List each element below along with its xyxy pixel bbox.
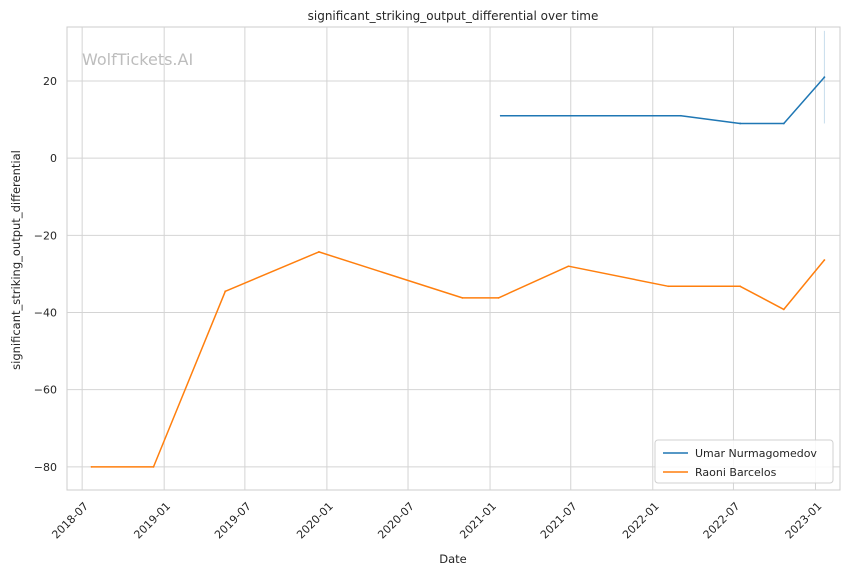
y-tick-label: −80	[34, 461, 57, 474]
legend: Umar Nurmagomedov Raoni Barcelos	[654, 439, 834, 484]
data-point-raoni-barcelos	[667, 285, 670, 288]
y-tick-label: −40	[34, 307, 57, 320]
watermark-text: WolfTickets.AI	[82, 50, 193, 69]
data-point-raoni-barcelos	[152, 465, 155, 468]
data-point-raoni-barcelos	[224, 290, 227, 293]
data-point-raoni-barcelos	[782, 308, 785, 311]
y-tick-labels: 20 0 −20 −40 −60 −80	[34, 75, 57, 474]
x-axis-label: Date	[439, 552, 467, 566]
y-tick-label: 20	[43, 75, 57, 88]
data-point-raoni-barcelos	[497, 296, 500, 299]
y-tick-label: −20	[34, 229, 57, 242]
y-axis-label: significant_striking_output_differential	[9, 150, 23, 370]
data-point-raoni-barcelos	[567, 265, 570, 268]
plot-frame	[66, 26, 841, 491]
data-point-umar-nurmagomedov	[679, 114, 682, 117]
chart-title: significant_striking_output_differential…	[308, 9, 599, 23]
data-point-umar-nurmagomedov	[739, 122, 742, 125]
series-layer	[90, 30, 826, 468]
data-point-raoni-barcelos	[90, 465, 93, 468]
data-point-umar-nurmagomedov	[782, 122, 785, 125]
data-point-raoni-barcelos	[739, 285, 742, 288]
y-tick-label: 0	[50, 152, 57, 165]
data-point-raoni-barcelos	[461, 296, 464, 299]
data-point-umar-nurmagomedov	[499, 114, 502, 117]
data-point-umar-nurmagomedov	[823, 76, 826, 79]
y-tick-label: −60	[34, 384, 57, 397]
legend-label-umar-nurmagomedov: Umar Nurmagomedov	[695, 447, 817, 460]
legend-label-raoni-barcelos: Raoni Barcelos	[695, 466, 777, 479]
plot-area	[66, 26, 841, 491]
data-point-raoni-barcelos	[823, 259, 826, 261]
x-gridlines	[81, 27, 816, 490]
data-point-raoni-barcelos	[317, 251, 320, 253]
legend-box	[654, 439, 834, 484]
y-gridlines	[67, 80, 840, 468]
